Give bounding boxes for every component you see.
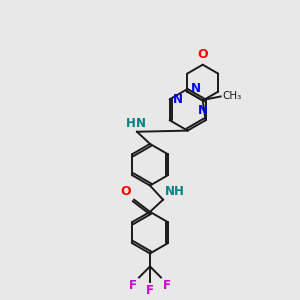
Text: N: N bbox=[173, 93, 183, 106]
Text: H: H bbox=[126, 117, 136, 130]
Text: N: N bbox=[198, 104, 208, 117]
Text: F: F bbox=[163, 279, 171, 292]
Text: O: O bbox=[197, 48, 208, 61]
Text: N: N bbox=[191, 82, 201, 95]
Text: CH₃: CH₃ bbox=[222, 92, 241, 101]
Text: N: N bbox=[136, 117, 146, 130]
Text: F: F bbox=[146, 284, 154, 297]
Text: O: O bbox=[121, 185, 131, 198]
Text: F: F bbox=[129, 279, 137, 292]
Text: NH: NH bbox=[164, 185, 184, 198]
